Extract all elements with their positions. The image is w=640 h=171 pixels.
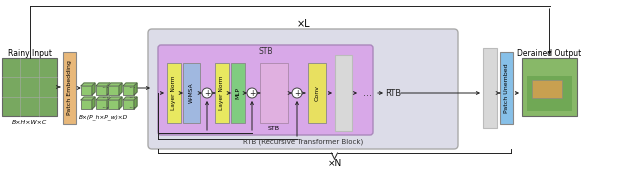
Text: Patch Unembed: Patch Unembed (504, 63, 509, 113)
Circle shape (247, 88, 257, 98)
Polygon shape (123, 83, 137, 86)
Bar (231, 63, 245, 123)
Text: +: + (204, 89, 210, 97)
Text: ...: ... (364, 88, 372, 98)
Bar (260, 63, 288, 123)
Polygon shape (96, 83, 110, 86)
Polygon shape (119, 83, 122, 95)
Bar (108, 86, 119, 95)
Bar (500, 52, 513, 124)
Text: MLP: MLP (236, 87, 241, 99)
Polygon shape (96, 97, 110, 100)
Text: ...: ... (128, 102, 136, 110)
Bar (63, 52, 76, 124)
Text: ...: ... (128, 91, 136, 101)
Text: Derained Output: Derained Output (517, 49, 582, 57)
Bar (335, 55, 352, 131)
Polygon shape (108, 97, 122, 100)
Polygon shape (92, 97, 95, 109)
Polygon shape (81, 97, 95, 100)
Text: ...: ... (128, 82, 136, 90)
Text: STB: STB (259, 47, 273, 56)
Bar (108, 100, 119, 109)
Bar (167, 63, 181, 123)
Polygon shape (123, 97, 137, 100)
Bar (96, 86, 107, 95)
Bar (215, 63, 229, 123)
Text: Patch Embedding: Patch Embedding (67, 61, 72, 115)
Text: B×H×W×C: B×H×W×C (12, 120, 47, 124)
Bar (123, 86, 134, 95)
Polygon shape (108, 83, 122, 86)
Bar (96, 100, 107, 109)
Text: +: + (294, 89, 300, 97)
Polygon shape (107, 83, 110, 95)
Polygon shape (81, 83, 95, 86)
Text: ×L: ×L (296, 19, 310, 29)
FancyBboxPatch shape (148, 29, 458, 149)
Text: STB: STB (268, 127, 280, 131)
Text: +: + (249, 89, 255, 97)
Bar (308, 63, 326, 123)
Text: Layer Norm: Layer Norm (172, 76, 177, 110)
Text: RTB: RTB (385, 89, 401, 97)
Text: ...: ... (101, 102, 109, 110)
FancyBboxPatch shape (158, 45, 373, 135)
Text: Layer Norm: Layer Norm (220, 76, 225, 110)
Text: ×N: ×N (328, 159, 342, 168)
Polygon shape (119, 97, 122, 109)
Text: Rainy Input: Rainy Input (8, 49, 51, 57)
Text: B×(P_h×P_w)×D: B×(P_h×P_w)×D (79, 114, 127, 120)
Text: ...: ... (101, 82, 109, 90)
Bar (81, 100, 92, 109)
Polygon shape (92, 83, 95, 95)
Text: W-MSA: W-MSA (189, 83, 194, 103)
Bar (183, 63, 200, 123)
Bar (527, 76, 572, 111)
Text: RTB (Recursive Transformer Block): RTB (Recursive Transformer Block) (243, 139, 363, 145)
Circle shape (202, 88, 212, 98)
Text: ...: ... (101, 91, 109, 101)
Bar (81, 86, 92, 95)
Polygon shape (134, 83, 137, 95)
Circle shape (292, 88, 302, 98)
Bar (123, 100, 134, 109)
Polygon shape (134, 97, 137, 109)
Bar (522, 58, 577, 116)
Bar (2, 58, 57, 116)
Bar (483, 48, 497, 128)
Polygon shape (107, 97, 110, 109)
Bar (532, 80, 562, 98)
Text: Conv: Conv (314, 85, 319, 101)
